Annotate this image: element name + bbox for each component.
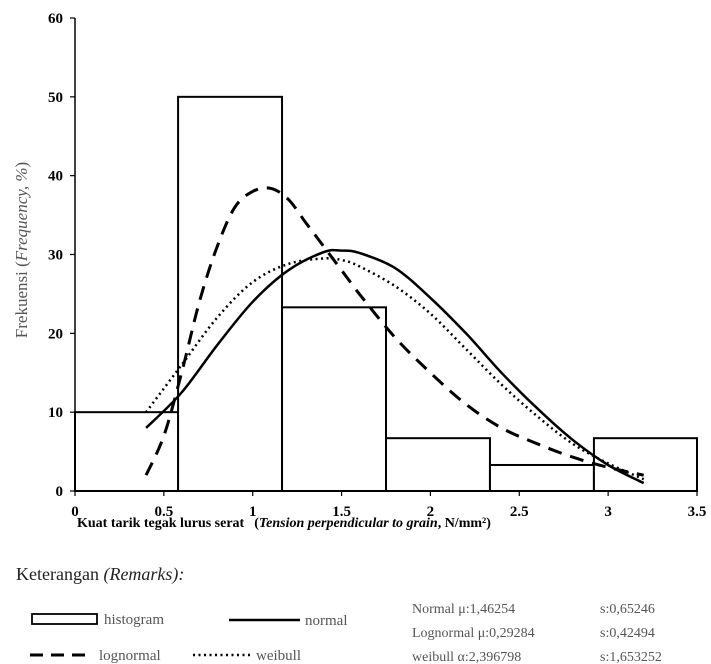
y-tick-label: 10 xyxy=(48,405,63,421)
y-tick-label: 0 xyxy=(56,484,64,500)
legend-item-lognormal: lognormal xyxy=(30,648,161,664)
y-axis-label: Frekuensi (Frequency, %) xyxy=(12,162,31,338)
legend-item-normal: normal xyxy=(229,613,348,629)
x-tick-label: 3 xyxy=(604,504,612,520)
series-line-normal xyxy=(145,248,645,485)
y-tick-label: 40 xyxy=(48,169,63,185)
x-tick-label: 0.5 xyxy=(154,504,173,520)
x-tick-label: 1.5 xyxy=(332,504,351,520)
legend-label-weibull: weibull xyxy=(256,648,301,664)
y-tick-label: 50 xyxy=(48,90,63,106)
legend-item-weibull: weibull xyxy=(193,648,301,664)
param-lognormal-s: s:0,42494 xyxy=(600,626,655,641)
y-tick-label: 60 xyxy=(48,11,63,27)
param-weibull-s: s:1,653252 xyxy=(600,650,662,664)
series-line-lognormal xyxy=(144,186,645,477)
param-normal-s: s:0,65246 xyxy=(600,602,655,617)
histogram-bar-5 xyxy=(488,463,595,492)
legend-label-lognormal: lognormal xyxy=(99,648,161,664)
x-tick-label: 0 xyxy=(71,504,79,520)
legend-item-histogram: histogram xyxy=(31,612,164,628)
plot-area: 0 10 20 30 40 50 60 0 0.5 1 1.5 2 2.5 3 3.5 xyxy=(48,11,706,520)
param-weibull-alpha: weibull α:2,396798 xyxy=(412,650,521,664)
distribution-parameters: Normal μ:1,46254 s:0,65246 Lognormal μ:0… xyxy=(412,602,662,664)
x-tick-label: 2.5 xyxy=(510,504,529,520)
y-tick-label: 20 xyxy=(48,326,63,342)
legend-label-normal: normal xyxy=(305,613,348,629)
x-tick-label: 2 xyxy=(427,504,435,520)
remarks-heading: Keterangan (Remarks): xyxy=(16,564,184,585)
x-tick-label: 1 xyxy=(249,504,257,520)
legend-swatch-histogram xyxy=(31,613,98,625)
param-normal-mu: Normal μ:1,46254 xyxy=(412,602,515,617)
y-tick-label: 30 xyxy=(48,248,63,264)
histogram-bar-2 xyxy=(177,95,284,492)
param-lognormal-mu: Lognormal μ:0,29284 xyxy=(412,626,535,641)
x-axis-label: Kuat tarik tegak lurus serat (Tension per… xyxy=(77,516,491,531)
histogram-bar-4 xyxy=(385,437,491,493)
x-tick-label: 3.5 xyxy=(688,504,707,520)
histogram-bar-3 xyxy=(281,306,387,492)
legend-label-histogram: histogram xyxy=(104,612,164,628)
series-line-weibull xyxy=(145,256,645,481)
histogram-bar-1 xyxy=(74,411,180,492)
